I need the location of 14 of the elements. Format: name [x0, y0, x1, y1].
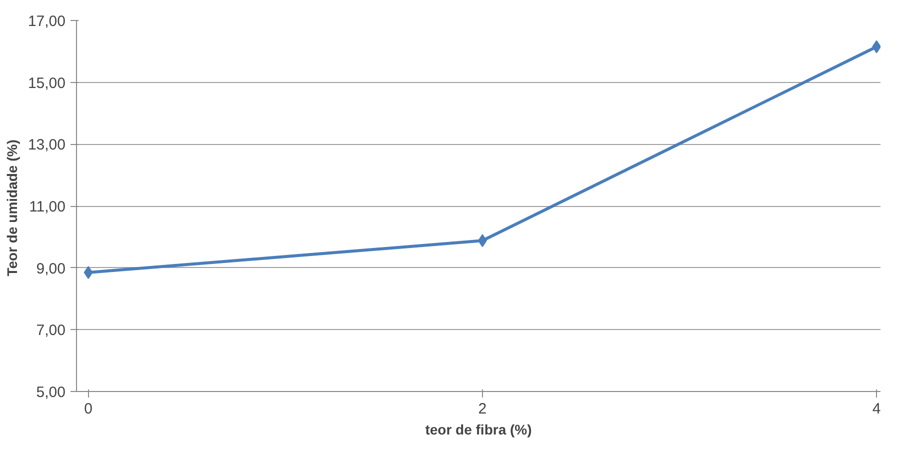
point: [84, 266, 93, 279]
y-tick-label: 13,00: [28, 136, 66, 154]
y-axis-title: Teor de umidade (%): [4, 140, 20, 276]
x-tick-label: 0: [84, 400, 92, 418]
y-tick-label: 15,00: [28, 74, 66, 92]
x-axis-title: teor de fibra (%): [425, 422, 532, 438]
y-tick-label: 11,00: [29, 198, 66, 216]
y-tick-label: 7,00: [36, 322, 66, 340]
y-tick-label: 5,00: [36, 384, 66, 401]
point: [478, 234, 487, 248]
y-tick-label: 17,00: [28, 13, 66, 30]
x-tick-label: 2: [478, 400, 487, 418]
x-tick-label: 4: [872, 400, 881, 418]
y-tick-label: 9,00: [36, 260, 66, 278]
